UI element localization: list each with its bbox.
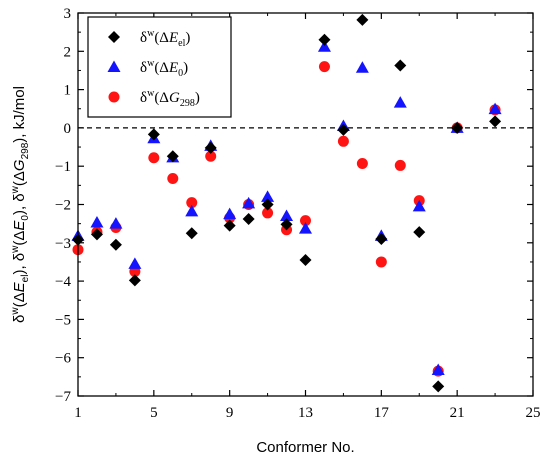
legend-marker-triangle — [107, 60, 121, 72]
circle-point — [356, 158, 368, 170]
legend: δw(ΔEel) δw(ΔE0) δw(ΔG298) — [87, 16, 232, 118]
diamond-point — [299, 254, 312, 267]
x-tick-label: 1 — [74, 405, 82, 421]
circle-point — [167, 172, 179, 184]
diamond-point — [242, 213, 255, 226]
circle-point — [300, 215, 311, 227]
circle-point — [375, 256, 387, 268]
diamond-point — [109, 238, 122, 251]
circle-point — [337, 135, 349, 147]
x-tick-label: 25 — [526, 405, 541, 421]
triangle-point — [280, 209, 294, 221]
circle-point — [186, 197, 198, 209]
y-tick-labels: 3 2 1 0 −1 −2 −3 −4 −5 −6 −7 — [55, 6, 71, 405]
circle-point — [318, 61, 330, 73]
diamond-point — [166, 150, 179, 163]
diamond-point — [489, 115, 502, 128]
y-tick-label: −4 — [55, 274, 71, 290]
diamond-point — [223, 219, 236, 232]
diamond-point — [375, 232, 388, 245]
triangle-point — [242, 196, 256, 209]
triangle-point — [431, 363, 445, 375]
y-tick-label: −6 — [55, 351, 71, 367]
y-tick-label: −2 — [55, 198, 71, 214]
triangle-point — [299, 222, 312, 234]
legend-label: δw(ΔEel) — [140, 28, 190, 49]
y-tick-label: −1 — [55, 159, 71, 175]
triangle-point — [488, 102, 502, 115]
legend-marker-circle — [108, 91, 120, 103]
circle-point — [394, 159, 406, 171]
x-tick-label: 21 — [450, 405, 465, 421]
triangle-point — [317, 40, 331, 52]
x-tick-label: 13 — [298, 405, 313, 421]
circle-point — [205, 150, 217, 162]
circle-point — [262, 207, 274, 219]
x-axis-title: Conformer No. — [256, 439, 354, 456]
diamond-point — [356, 13, 369, 26]
diamond-point — [280, 218, 293, 231]
diamond-point — [185, 227, 198, 240]
series-diamond — [72, 13, 502, 393]
diamond-point — [394, 59, 407, 72]
diamond-point — [147, 128, 160, 141]
diamond-point — [90, 228, 103, 241]
circle-point — [148, 152, 160, 164]
triangle-point — [90, 216, 104, 228]
y-tick-label: 1 — [64, 83, 72, 99]
y-tick-label: 2 — [64, 44, 72, 60]
triangle-point — [355, 61, 369, 73]
y-tick-label: −3 — [55, 236, 71, 252]
triangle-point — [412, 199, 426, 212]
y-tick-label: 0 — [64, 121, 72, 137]
x-tick-labels: 1 5 9 13 17 21 25 — [74, 405, 540, 421]
diamond-point — [261, 198, 274, 211]
y-axis-title: δw(ΔEel), δw(ΔE0), δw(ΔG298), kJ/mol — [10, 86, 31, 323]
x-tick-label: 17 — [374, 405, 390, 421]
triangle-point — [128, 257, 142, 269]
y-tick-label: 3 — [64, 6, 72, 22]
triangle-point — [261, 190, 275, 202]
diamond-point — [128, 274, 141, 287]
plot-area-frame — [77, 12, 534, 397]
diamond-point — [204, 141, 217, 154]
y-tick-label: −5 — [55, 312, 71, 328]
triangle-point — [223, 207, 237, 220]
diamond-point — [318, 33, 331, 46]
triangle-point — [109, 217, 123, 229]
data-points — [71, 13, 502, 393]
legend-label: δw(ΔE0) — [140, 58, 188, 79]
triangle-point — [393, 96, 407, 108]
diamond-point — [451, 121, 464, 134]
diamond-point — [337, 123, 350, 136]
diamond-point — [413, 226, 426, 239]
legend-marker-diamond — [108, 31, 120, 43]
x-tick-label: 9 — [226, 405, 234, 421]
legend-label: δw(ΔG298) — [140, 88, 200, 109]
diamond-point — [432, 380, 445, 393]
x-tick-label: 5 — [150, 405, 158, 421]
y-tick-label: −7 — [55, 389, 71, 405]
triangle-point — [185, 204, 199, 217]
